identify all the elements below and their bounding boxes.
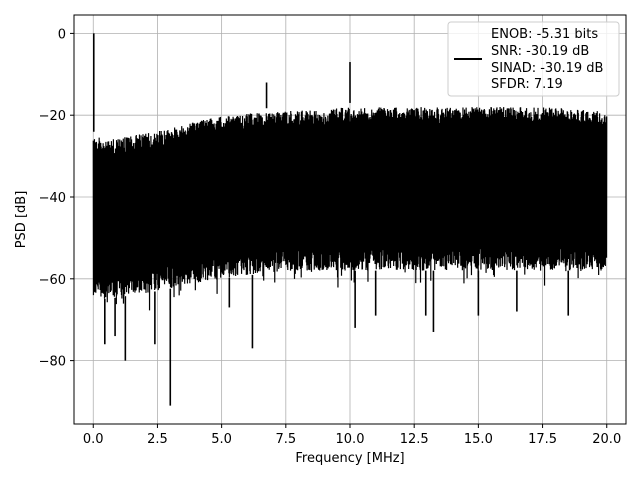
x-tick-label: 5.0 [211,432,232,447]
x-tick-label: 0.0 [83,432,104,447]
legend-entry-sfdr: SFDR: 7.19 [491,77,563,92]
legend-entry-enob: ENOB: -5.31 bits [491,27,598,42]
x-tick-label: 15.0 [464,432,493,447]
x-tick-label: 10.0 [336,432,365,447]
legend-entry-sinad: SINAD: -30.19 dB [491,61,603,76]
x-axis-label: Frequency [MHz] [295,451,404,466]
x-tick-label: 20.0 [592,432,621,447]
legend-entry-snr: SNR: -30.19 dB [491,44,589,59]
y-axis-label: PSD [dB] [14,191,29,249]
y-tick-label: 0 [58,27,66,42]
y-tick-label: −60 [39,273,66,288]
y-tick-label: −20 [39,109,66,124]
x-axis-ticks: 0.0 2.5 5.0 7.5 10.0 12.5 15.0 17.5 20.0 [83,424,621,447]
y-axis-ticks: 0 −20 −40 −60 −80 [39,27,74,370]
x-tick-label: 2.5 [147,432,168,447]
psd-series [92,33,608,406]
x-tick-label: 12.5 [400,432,429,447]
legend-box [447,21,620,97]
x-tick-label: 17.5 [528,432,557,447]
y-tick-label: −40 [39,191,66,206]
psd-trace [92,107,608,311]
legend: ENOB: -5.31 bits SNR: -30.19 dB SINAD: -… [447,21,620,97]
y-tick-label: −80 [39,355,66,370]
x-tick-label: 7.5 [275,432,296,447]
